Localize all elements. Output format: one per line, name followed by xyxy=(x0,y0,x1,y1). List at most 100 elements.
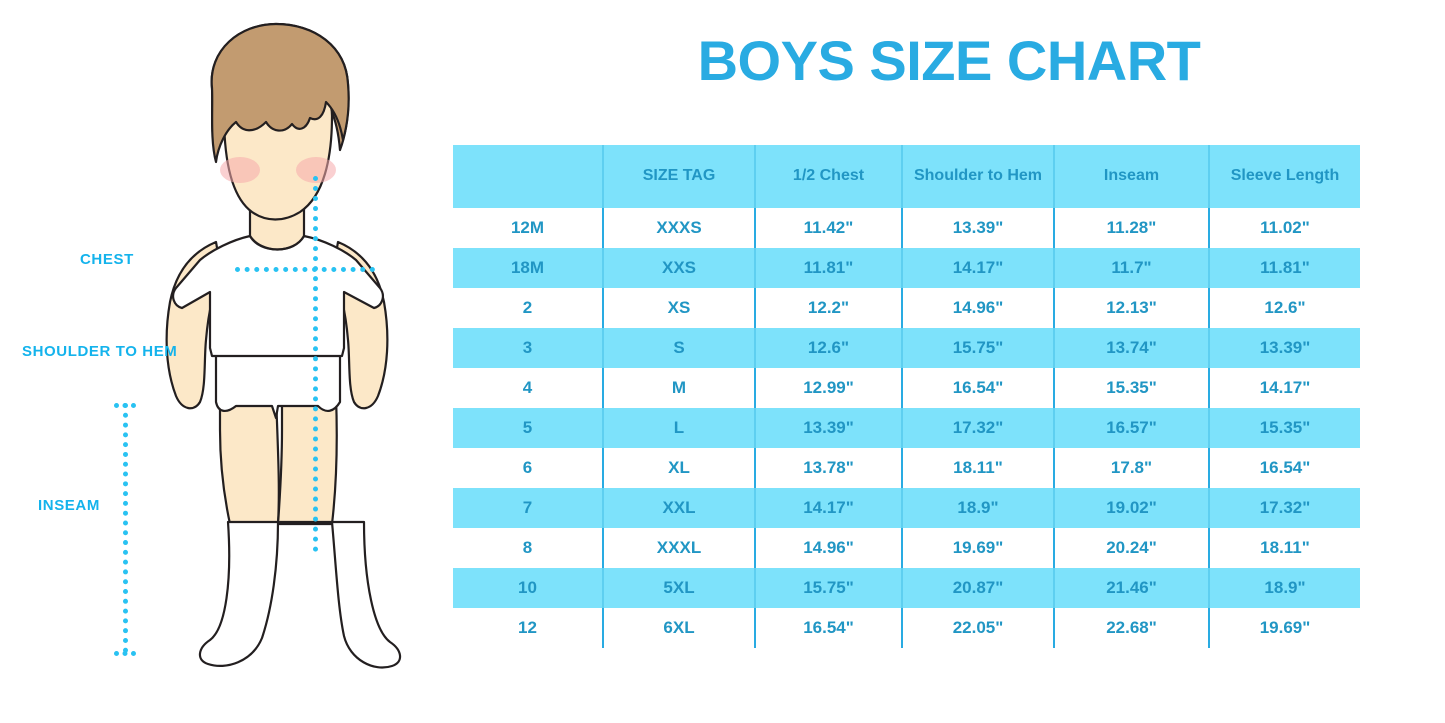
cell-size: 6 xyxy=(453,448,603,488)
cell-half-chest: 14.96" xyxy=(754,528,902,568)
table-row: 2 XS 12.2" 14.96" 12.13" 12.6" xyxy=(453,288,1360,328)
cell-size-tag: L xyxy=(602,408,755,448)
cell-half-chest: 11.81" xyxy=(754,248,902,288)
cell-shoulder-to-hem: 19.69" xyxy=(901,528,1054,568)
cell-half-chest: 13.39" xyxy=(754,408,902,448)
collar-shape xyxy=(249,235,305,251)
column-header-shoulder-to-hem: Shoulder to Hem xyxy=(901,145,1054,208)
size-chart-table: SIZE TAG 1/2 Chest Shoulder to Hem Insea… xyxy=(453,145,1360,648)
cell-shoulder-to-hem: 15.75" xyxy=(901,328,1054,368)
blush-right-icon xyxy=(296,157,336,183)
shoulder-to-hem-measure-line xyxy=(313,176,318,552)
table-header: SIZE TAG 1/2 Chest Shoulder to Hem Insea… xyxy=(453,145,1360,208)
cell-inseam: 22.68" xyxy=(1053,608,1209,648)
cell-inseam: 13.74" xyxy=(1053,328,1209,368)
cell-sleeve-length: 14.17" xyxy=(1208,368,1360,408)
inseam-label: INSEAM xyxy=(38,497,100,514)
cell-size: 10 xyxy=(453,568,603,608)
cell-sleeve-length: 19.69" xyxy=(1208,608,1360,648)
cell-size-tag: 5XL xyxy=(602,568,755,608)
table-row: 8 XXXL 14.96" 19.69" 20.24" 18.11" xyxy=(453,528,1360,568)
cell-size: 18M xyxy=(453,248,603,288)
inseam-measure-cap-top xyxy=(114,403,136,408)
table-body: 12M XXXS 11.42" 13.39" 11.28" 11.02" 18M XXS 11… xyxy=(453,208,1360,648)
cell-half-chest: 12.2" xyxy=(754,288,902,328)
cell-inseam: 11.28" xyxy=(1053,208,1209,248)
cell-inseam: 15.35" xyxy=(1053,368,1209,408)
cell-shoulder-to-hem: 14.17" xyxy=(901,248,1054,288)
table-row: 3 S 12.6" 15.75" 13.74" 13.39" xyxy=(453,328,1360,368)
cell-size-tag: 6XL xyxy=(602,608,755,648)
cell-size-tag: XXL xyxy=(602,488,755,528)
chest-measure-line xyxy=(235,267,375,272)
cell-size: 12 xyxy=(453,608,603,648)
page-title: BOYS SIZE CHART xyxy=(697,29,1201,92)
cell-size: 3 xyxy=(453,328,603,368)
cell-shoulder-to-hem: 20.87" xyxy=(901,568,1054,608)
inseam-measure-line xyxy=(123,403,128,653)
table-header-row: SIZE TAG 1/2 Chest Shoulder to Hem Insea… xyxy=(453,145,1360,208)
cell-size: 2 xyxy=(453,288,603,328)
cell-inseam: 21.46" xyxy=(1053,568,1209,608)
cell-half-chest: 11.42" xyxy=(754,208,902,248)
table-row: 6 XL 13.78" 18.11" 17.8" 16.54" xyxy=(453,448,1360,488)
hair-fringe-shape xyxy=(210,22,350,164)
cell-size-tag: XXXS xyxy=(602,208,755,248)
sock-left-shape xyxy=(198,520,280,668)
column-header-size xyxy=(453,145,603,208)
cell-inseam: 12.13" xyxy=(1053,288,1209,328)
table-row: 4 M 12.99" 16.54" 15.35" 14.17" xyxy=(453,368,1360,408)
column-header-half-chest: 1/2 Chest xyxy=(754,145,902,208)
cell-shoulder-to-hem: 16.54" xyxy=(901,368,1054,408)
blush-left-icon xyxy=(220,157,260,183)
sock-right-shape xyxy=(278,520,402,669)
cell-sleeve-length: 16.54" xyxy=(1208,448,1360,488)
cell-size: 4 xyxy=(453,368,603,408)
cell-sleeve-length: 15.35" xyxy=(1208,408,1360,448)
cell-shoulder-to-hem: 17.32" xyxy=(901,408,1054,448)
cell-size-tag: XS xyxy=(602,288,755,328)
cell-shoulder-to-hem: 22.05" xyxy=(901,608,1054,648)
table-row: 18M XXS 11.81" 14.17" 11.7" 11.81" xyxy=(453,248,1360,288)
table-row: 12M XXXS 11.42" 13.39" 11.28" 11.02" xyxy=(453,208,1360,248)
cell-sleeve-length: 18.11" xyxy=(1208,528,1360,568)
cell-shoulder-to-hem: 18.9" xyxy=(901,488,1054,528)
cell-sleeve-length: 13.39" xyxy=(1208,328,1360,368)
table-row: 12 6XL 16.54" 22.05" 22.68" 19.69" xyxy=(453,608,1360,648)
table-row: 7 XXL 14.17" 18.9" 19.02" 17.32" xyxy=(453,488,1360,528)
cell-shoulder-to-hem: 18.11" xyxy=(901,448,1054,488)
cell-half-chest: 15.75" xyxy=(754,568,902,608)
cell-inseam: 19.02" xyxy=(1053,488,1209,528)
cell-sleeve-length: 12.6" xyxy=(1208,288,1360,328)
inseam-measure-cap-bottom xyxy=(114,651,136,656)
shorts-shape xyxy=(214,338,342,420)
cell-half-chest: 16.54" xyxy=(754,608,902,648)
table-row: 10 5XL 15.75" 20.87" 21.46" 18.9" xyxy=(453,568,1360,608)
boy-figure-illustration xyxy=(165,22,402,669)
cell-size-tag: S xyxy=(602,328,755,368)
cell-half-chest: 12.99" xyxy=(754,368,902,408)
cell-size-tag: XL xyxy=(602,448,755,488)
cell-shoulder-to-hem: 14.96" xyxy=(901,288,1054,328)
cell-size: 12M xyxy=(453,208,603,248)
column-header-size-tag: SIZE TAG xyxy=(602,145,755,208)
illustration-panel: CHEST SHOULDER TO HEM INSEAM xyxy=(0,0,453,723)
cell-sleeve-length: 11.02" xyxy=(1208,208,1360,248)
cell-inseam: 16.57" xyxy=(1053,408,1209,448)
table-row: 5 L 13.39" 17.32" 16.57" 15.35" xyxy=(453,408,1360,448)
cell-size-tag: XXXL xyxy=(602,528,755,568)
cell-size-tag: M xyxy=(602,368,755,408)
cell-size: 7 xyxy=(453,488,603,528)
thigh-left-shape xyxy=(218,394,280,526)
shoulder-to-hem-label: SHOULDER TO HEM xyxy=(22,343,178,360)
cell-sleeve-length: 17.32" xyxy=(1208,488,1360,528)
cell-size: 5 xyxy=(453,408,603,448)
cell-half-chest: 13.78" xyxy=(754,448,902,488)
cell-sleeve-length: 11.81" xyxy=(1208,248,1360,288)
cell-sleeve-length: 18.9" xyxy=(1208,568,1360,608)
thigh-right-shape xyxy=(276,394,338,526)
column-header-inseam: Inseam xyxy=(1053,145,1209,208)
column-header-sleeve-length: Sleeve Length xyxy=(1208,145,1360,208)
cell-shoulder-to-hem: 13.39" xyxy=(901,208,1054,248)
cell-half-chest: 14.17" xyxy=(754,488,902,528)
